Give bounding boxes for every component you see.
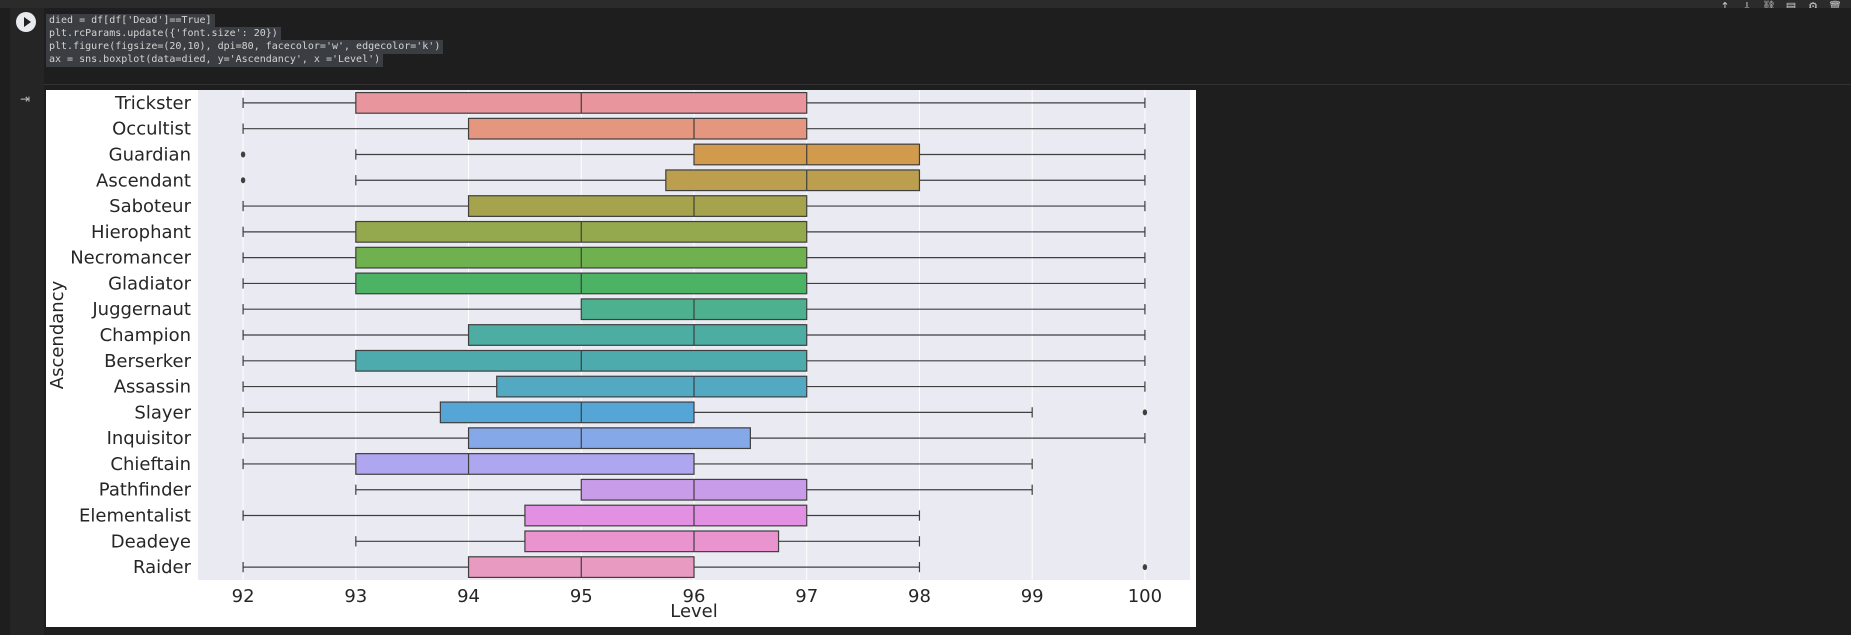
y-tick-label: Slayer — [134, 402, 191, 423]
x-tick-label: 93 — [344, 586, 367, 607]
box — [355, 453, 695, 475]
outlier-point — [240, 177, 246, 184]
y-tick-label: Guardian — [109, 144, 191, 165]
boxplot-chart: 92 93 94 95 96 97 98 99 100 Level Ascendancy Tricks… — [47, 90, 1190, 622]
divider — [44, 84, 1851, 85]
trash-icon[interactable]: 🗑 — [1828, 0, 1842, 13]
gear-icon[interactable]: ⚙ — [1808, 0, 1818, 13]
arrow-up-icon[interactable]: ↑ — [1720, 0, 1730, 13]
y-tick-label: Raider — [133, 557, 192, 578]
y-tick-label: Chieftain — [110, 454, 191, 475]
box — [467, 324, 808, 346]
y-tick-label: Trickster — [114, 93, 192, 114]
y-tick-label: Occultist — [112, 119, 191, 140]
y-tick-label: Hierophant — [91, 222, 191, 243]
x-tick-label: 96 — [683, 586, 706, 607]
comment-icon[interactable]: ▤ — [1785, 0, 1797, 13]
y-tick-label: Juggernaut — [91, 299, 191, 320]
y-tick-label: Saboteur — [109, 196, 191, 217]
outlier-point — [1142, 564, 1148, 571]
x-tick-label: 94 — [457, 586, 480, 607]
box — [496, 375, 808, 398]
arrow-down-icon[interactable]: ↓ — [1742, 0, 1752, 13]
box — [439, 401, 695, 424]
output-actions-icon[interactable]: ⇥ — [20, 92, 31, 106]
code-line: died = df[df['Dead']==True] — [46, 14, 215, 28]
y-tick-label: Champion — [100, 325, 191, 346]
x-tick-label: 100 — [1128, 586, 1162, 607]
x-tick-label: 97 — [795, 586, 818, 607]
x-tick-label: 95 — [570, 586, 593, 607]
y-tick-label: Assassin — [114, 377, 191, 398]
link-icon[interactable]: ⛓ — [1762, 0, 1776, 13]
box — [524, 504, 808, 527]
code-line: ax = sns.boxplot(data=died, y='Ascendanc… — [46, 53, 384, 67]
y-tick-label: Deadeye — [111, 531, 191, 552]
x-axis-label: Level — [670, 601, 718, 622]
x-tick-label: 98 — [908, 586, 931, 607]
y-tick-label: Elementalist — [79, 506, 191, 527]
play-icon — [23, 17, 31, 27]
box — [524, 530, 780, 553]
cell-gutter — [10, 8, 44, 635]
box — [467, 195, 808, 217]
x-tick-label: 92 — [232, 586, 255, 607]
chart-output: 92 93 94 95 96 97 98 99 100 Level Ascendancy Tricks… — [46, 90, 1196, 627]
y-tick-label: Pathfinder — [99, 480, 192, 501]
y-tick-label: Gladiator — [108, 273, 192, 294]
box — [665, 169, 921, 192]
cell-toolbar: ↑ ↓ ⛓ ▤ ⚙ 🗑 — [1717, 0, 1843, 12]
box — [467, 117, 808, 140]
y-tick-label: Necromancer — [70, 248, 191, 269]
y-tick-label: Ascendant — [96, 170, 191, 191]
box — [467, 427, 751, 450]
x-tick-label: 99 — [1021, 586, 1044, 607]
y-axis-label: Ascendancy — [47, 280, 68, 389]
code-line: plt.figure(figsize=(20,10), dpi=80, face… — [46, 40, 444, 54]
code-line: plt.rcParams.update({'font.size': 20}) — [46, 27, 281, 41]
run-cell-button[interactable] — [16, 12, 36, 32]
outlier-point — [1142, 409, 1148, 416]
code-editor[interactable]: died = df[df['Dead']==True] plt.rcParams… — [44, 8, 1851, 84]
y-tick-label: Inquisitor — [107, 428, 192, 449]
outlier-point — [240, 151, 246, 158]
y-tick-label: Berserker — [104, 351, 192, 372]
top-bar — [0, 0, 1851, 8]
